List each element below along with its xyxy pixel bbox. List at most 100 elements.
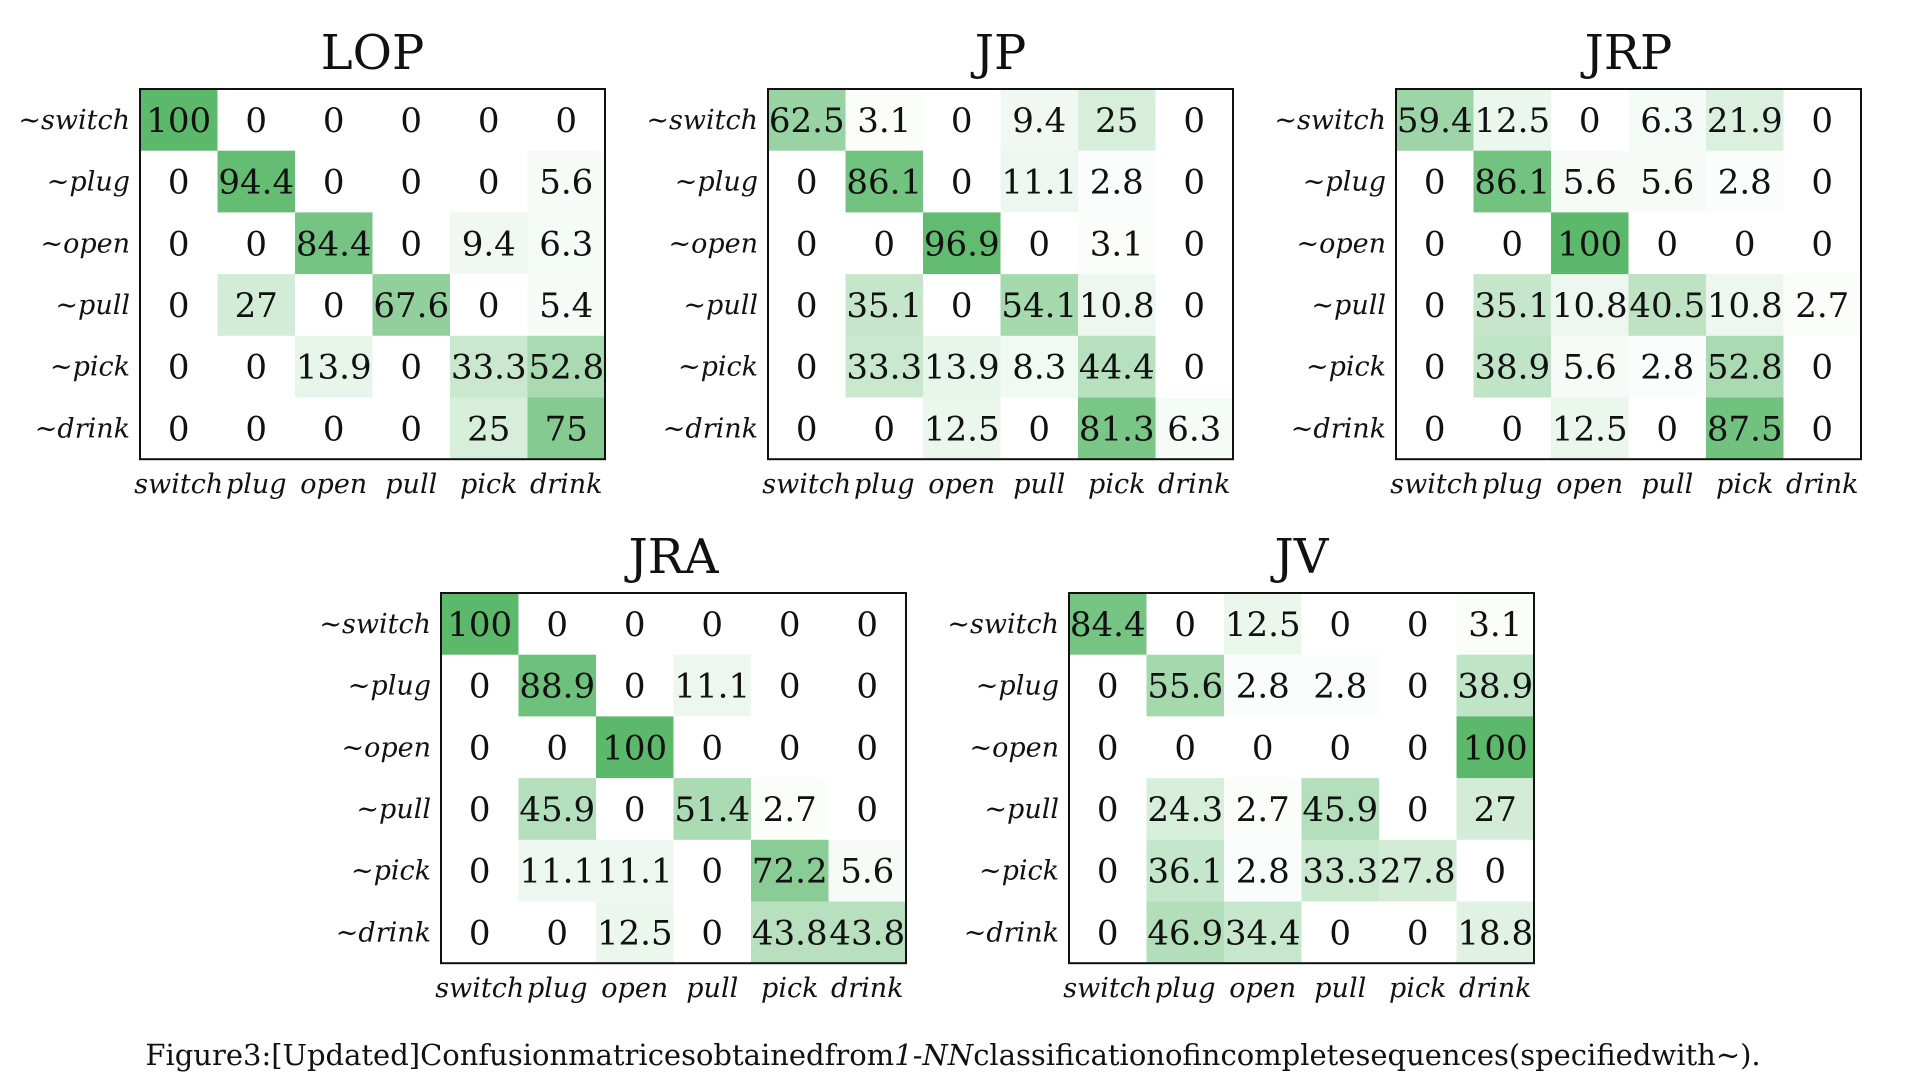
- cell-value-jv-r2-c2: 0: [1252, 728, 1274, 768]
- heatmap-cell-jv-r0-c1: [1146, 593, 1225, 656]
- heatmap-cell-jrp-r3-c1: [1473, 274, 1552, 337]
- row-label-jv-plug: ∼plug: [976, 671, 1059, 702]
- heatmap-cell-jp-r1-c2: [923, 150, 1001, 213]
- panel-title-jv: JV: [1270, 529, 1330, 585]
- col-label-jv-switch: switch: [1063, 973, 1152, 1004]
- cell-value-jv-r0-c2: 12.5: [1225, 605, 1301, 645]
- cell-value-jv-r5-c5: 18.8: [1457, 913, 1533, 953]
- cell-value-jrp-r0-c1: 12.5: [1474, 101, 1550, 141]
- cell-value-jp-r0-c3: 9.4: [1012, 101, 1066, 141]
- col-label-jrp-pull: pull: [1641, 469, 1693, 500]
- cell-value-jv-r0-c0: 84.4: [1070, 605, 1146, 645]
- cell-value-lop-r5-c3: 0: [400, 409, 422, 449]
- panel-title-jp: JP: [970, 25, 1027, 81]
- heatmap-cell-jp-r3-c3: [1000, 274, 1079, 337]
- cell-value-lop-r1-c3: 0: [400, 163, 422, 203]
- caption-suffix: classificationofincompletesequences(spec…: [973, 1038, 1761, 1072]
- heatmap-cell-jrp-r4-c0: [1396, 335, 1474, 398]
- heatmap-cell-jrp-r3-c4: [1706, 274, 1784, 337]
- heatmap-cell-jrp-r2-c5: [1783, 212, 1862, 275]
- cell-value-lop-r3-c3: 67.6: [373, 286, 449, 326]
- heatmap-cell-jp-r2-c5: [1155, 212, 1234, 275]
- heatmap-cell-jra-r4-c4: [751, 839, 829, 902]
- cell-value-jv-r0-c3: 0: [1329, 605, 1351, 645]
- heatmap-cell-jra-r3-c1: [518, 778, 597, 841]
- cell-value-jra-r2-c1: 0: [546, 728, 568, 768]
- cell-value-lop-r3-c1: 27: [235, 286, 278, 326]
- matrix-frame-jv: [1068, 592, 1535, 965]
- heatmap-cell-jv-r1-c0: [1069, 654, 1147, 717]
- cell-value-jra-r5-c2: 12.5: [597, 913, 673, 953]
- heatmap-cell-jv-r4-c5: [1456, 839, 1535, 902]
- heatmap-cell-lop-r0-c3: [372, 89, 451, 152]
- cell-value-jv-r3-c3: 45.9: [1302, 790, 1378, 830]
- cell-value-jrp-r3-c3: 40.5: [1629, 286, 1705, 326]
- heatmap-cell-jrp-r2-c2: [1551, 212, 1629, 275]
- heatmap-cell-jrp-r1-c2: [1551, 150, 1629, 213]
- cell-value-jra-r1-c1: 88.9: [519, 667, 595, 707]
- cell-value-jv-r2-c3: 0: [1329, 728, 1351, 768]
- cell-value-jv-r5-c3: 0: [1329, 913, 1351, 953]
- cell-value-jp-r0-c5: 0: [1183, 101, 1205, 141]
- heatmap-cell-jrp-r4-c4: [1706, 335, 1784, 398]
- cell-value-jv-r0-c4: 0: [1407, 605, 1429, 645]
- row-label-lop-plug: ∼plug: [47, 167, 130, 198]
- heatmap-panel-jv: JV 84.4 0 12.5 0 0 3.1 0 55.6 2.8 2.8 0 38.9 0 0 0 0 0 100…: [947, 529, 1535, 1004]
- heatmap-cell-jv-r3-c3: [1301, 778, 1380, 841]
- heatmap-cell-jra-r0-c5: [828, 593, 907, 656]
- heatmap-cell-jra-r5-c2: [596, 901, 674, 964]
- cell-value-lop-r1-c5: 5.6: [539, 163, 593, 203]
- heatmap-cell-jv-r3-c2: [1224, 778, 1302, 841]
- heatmap-cell-jv-r2-c0: [1069, 716, 1147, 779]
- heatmap-cell-jp-r3-c5: [1155, 274, 1234, 337]
- cell-value-jra-r3-c0: 0: [469, 790, 491, 830]
- heatmap-cell-lop-r3-c1: [217, 274, 296, 337]
- cell-value-jv-r2-c0: 0: [1097, 728, 1119, 768]
- heatmap-cell-jra-r1-c1: [518, 654, 597, 717]
- col-label-jra-open: open: [601, 973, 668, 1004]
- cell-value-lop-r3-c2: 0: [323, 286, 345, 326]
- cell-value-jra-r4-c3: 0: [701, 852, 723, 892]
- heatmap-cell-lop-r2-c3: [372, 212, 451, 275]
- heatmap-cell-jv-r5-c4: [1379, 901, 1457, 964]
- heatmap-cell-jp-r4-c5: [1155, 335, 1234, 398]
- row-label-jv-pull: ∼pull: [984, 794, 1059, 825]
- heatmap-cell-jv-r3-c4: [1379, 778, 1457, 841]
- cell-value-jp-r3-c5: 0: [1183, 286, 1205, 326]
- heatmap-cell-jv-r2-c5: [1456, 716, 1535, 779]
- cell-value-jv-r2-c4: 0: [1407, 728, 1429, 768]
- cell-value-jp-r4-c2: 13.9: [924, 348, 1000, 388]
- col-label-lop-open: open: [300, 469, 367, 500]
- heatmap-cell-jp-r2-c3: [1000, 212, 1079, 275]
- heatmap-cell-jra-r0-c3: [673, 593, 752, 656]
- heatmap-cell-jra-r3-c0: [441, 778, 519, 841]
- heatmap-cell-jrp-r1-c0: [1396, 150, 1474, 213]
- col-label-jv-open: open: [1229, 973, 1296, 1004]
- cell-value-lop-r3-c0: 0: [168, 286, 190, 326]
- col-label-jp-open: open: [928, 469, 995, 500]
- heatmap-cell-jp-r3-c1: [845, 274, 924, 337]
- col-label-jra-plug: plug: [527, 973, 588, 1004]
- cell-value-lop-r0-c4: 0: [478, 101, 500, 141]
- cell-value-jra-r3-c3: 51.4: [674, 790, 750, 830]
- heatmap-cell-jrp-r1-c4: [1706, 150, 1784, 213]
- cell-value-jv-r1-c4: 0: [1407, 667, 1429, 707]
- heatmap-panel-jp: JP 62.5 3.1 0 9.4 25 0 0 86.1 0 11.1 2.8 0 0 0 96.9 0 3.1…: [646, 25, 1234, 500]
- cell-value-jrp-r2-c3: 0: [1656, 224, 1678, 264]
- cell-value-jrp-r2-c1: 0: [1501, 224, 1523, 264]
- heatmap-cell-jv-r0-c3: [1301, 593, 1380, 656]
- heatmap-cell-jp-r0-c3: [1000, 89, 1079, 152]
- cell-value-jp-r4-c4: 44.4: [1079, 348, 1155, 388]
- row-label-jrp-drink: ∼drink: [1291, 413, 1386, 444]
- heatmap-cell-lop-r0-c1: [217, 89, 296, 152]
- heatmap-cell-jrp-r2-c3: [1628, 212, 1707, 275]
- row-label-jra-switch: ∼switch: [319, 609, 431, 640]
- cell-value-jv-r3-c5: 27: [1474, 790, 1517, 830]
- heatmap-cell-jra-r5-c0: [441, 901, 519, 964]
- cell-value-jrp-r2-c4: 0: [1734, 224, 1756, 264]
- cell-value-jrp-r4-c4: 52.8: [1707, 348, 1783, 388]
- cell-value-lop-r1-c1: 94.4: [218, 163, 294, 203]
- heatmap-cell-jra-r2-c0: [441, 716, 519, 779]
